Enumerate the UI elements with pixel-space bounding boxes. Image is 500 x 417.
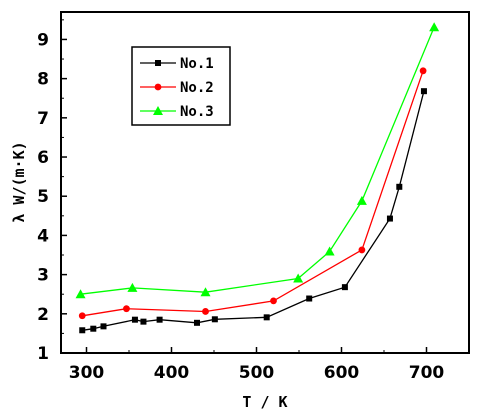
data-point [200,287,211,297]
data-point [123,305,130,313]
data-point [78,312,86,320]
data-point [100,323,107,330]
series-2 [78,67,427,320]
data-point [263,314,270,321]
data-point [419,67,427,75]
series-line [82,91,425,331]
data-point [90,325,97,332]
legend-label: No.2 [180,80,214,96]
legend-label: No.3 [180,104,214,120]
x-tick-label: 500 [239,363,275,383]
data-point [127,282,138,292]
data-point [429,22,440,32]
legend: No.1 No.2 No.3 [131,46,231,126]
data-point [131,316,138,323]
legend-item: No.2 [140,80,214,96]
y-axis-title: λ W/(m·K) [10,141,28,222]
x-tick-label: 300 [69,363,105,383]
data-point [79,327,86,334]
legend-swatch-marker [154,83,162,91]
y-tick-label: 5 [37,187,49,207]
x-tick-label: 700 [409,363,445,383]
data-point [202,308,209,315]
legend-item: No.1 [140,56,214,72]
series-line [82,70,424,317]
data-point [396,183,403,190]
data-point [341,284,348,291]
data-point [324,246,335,256]
y-tick-label: 8 [37,70,49,90]
x-tick-label: 400 [154,363,190,383]
plot-frame [60,11,470,354]
data-point [356,195,367,205]
data-point [293,273,304,283]
data-point [211,316,218,323]
legend-label: No.1 [180,56,214,72]
x-axis-title: T / K [242,393,287,411]
legend-swatch-marker [153,106,163,115]
y-tick-label: 9 [37,30,49,50]
data-point [420,88,427,95]
y-tick-label: 7 [37,109,49,129]
data-point [140,318,147,325]
data-point [270,297,277,305]
data-point [386,215,393,222]
y-tick-label: 4 [37,226,49,246]
legend-swatch-marker [155,60,161,66]
data-point [156,316,163,323]
data-point [358,246,366,254]
y-tick-label: 2 [37,305,49,325]
y-tick-label: 3 [37,266,49,286]
legend-box [131,46,231,126]
series-3 [75,22,440,299]
legend-items: No.1 No.2 No.3 [140,56,214,120]
y-tick-label: 6 [37,148,49,168]
data-point [75,289,86,299]
axis-ticks: 300 400 500 600 700 1 2 3 4 5 6 7 8 9 [37,19,470,383]
series-layer [75,22,440,334]
data-point [306,295,313,302]
legend-item: No.3 [140,104,214,120]
y-tick-label: 1 [37,344,49,364]
series-1 [79,88,427,334]
x-tick-label: 600 [324,363,360,383]
data-point [194,319,200,326]
